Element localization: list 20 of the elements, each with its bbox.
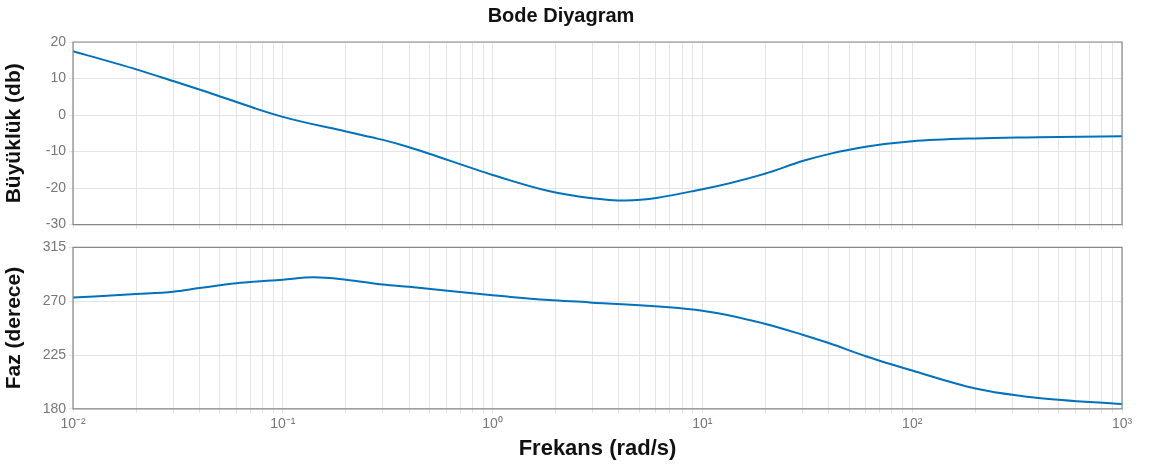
chart-title: Bode Diyagram bbox=[487, 3, 635, 26]
x-tick-label: 10² bbox=[902, 415, 923, 432]
y-axis-title: Faz (derece) bbox=[1, 266, 25, 390]
x-tick-label: 10¹ bbox=[692, 415, 713, 432]
y-axis-title: Büyüklük (db) bbox=[1, 63, 25, 204]
x-tick-label: 10³ bbox=[1111, 415, 1133, 432]
y-tick-label: 20 bbox=[50, 32, 67, 49]
y-tick-label: -10 bbox=[45, 142, 67, 159]
y-tick-label: 0 bbox=[58, 105, 67, 122]
x-tick-label: 10⁻² bbox=[60, 415, 86, 432]
x-tick-label: 10⁰ bbox=[482, 415, 503, 432]
y-tick-label: -30 bbox=[45, 215, 67, 232]
y-tick-label: 10 bbox=[50, 69, 67, 86]
y-tick-label: 180 bbox=[42, 399, 67, 416]
x-axis-title: Frekans (rad/s) bbox=[518, 434, 677, 460]
y-tick-label: -20 bbox=[45, 178, 67, 195]
x-tick-label: 10⁻¹ bbox=[270, 415, 296, 432]
y-tick-label: 315 bbox=[42, 238, 67, 255]
y-tick-label: 225 bbox=[42, 345, 67, 362]
y-tick-label: 270 bbox=[42, 292, 67, 309]
